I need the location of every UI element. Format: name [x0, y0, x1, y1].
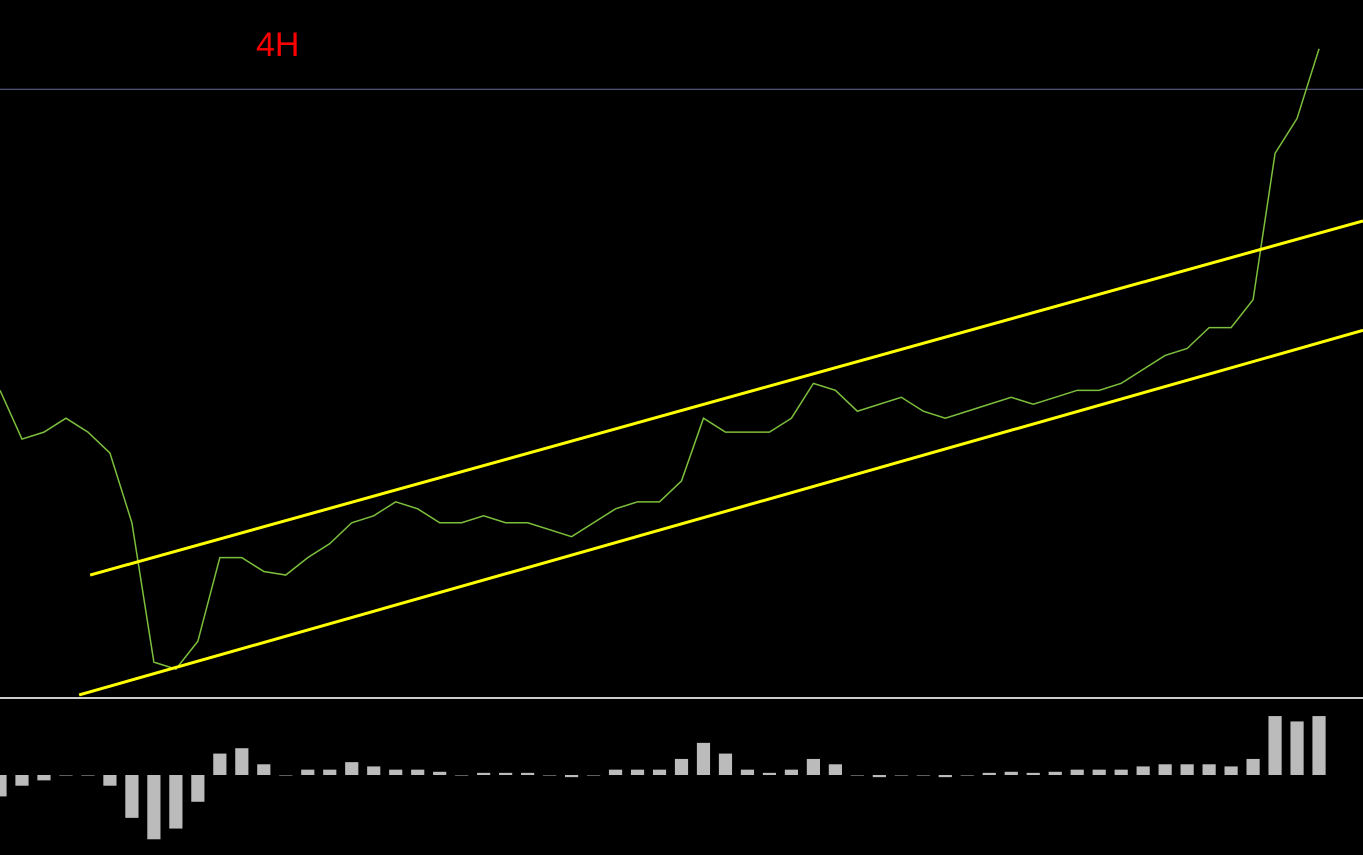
- histogram-bar: [103, 775, 117, 786]
- timeframe-label: 4H: [256, 26, 299, 64]
- channel-line: [78, 328, 1363, 697]
- channel-line: [89, 219, 1363, 577]
- histogram-bar: [411, 769, 425, 775]
- histogram-bar: [213, 753, 227, 775]
- histogram-bar: [916, 775, 930, 776]
- histogram-bar: [1048, 771, 1062, 775]
- histogram-bar: [740, 769, 755, 775]
- histogram-bar: [960, 775, 974, 776]
- histogram-bar: [564, 775, 579, 778]
- histogram-bar: [81, 775, 95, 776]
- histogram-bar: [367, 766, 381, 775]
- histogram-bar: [301, 769, 315, 775]
- histogram-bar: [586, 775, 601, 776]
- histogram-bar: [37, 775, 51, 781]
- histogram-bar: [0, 775, 7, 797]
- histogram-bar: [191, 775, 205, 802]
- histogram-bar: [521, 772, 535, 775]
- histogram-bar: [938, 775, 952, 778]
- histogram-bar: [1246, 758, 1260, 775]
- histogram-bar: [543, 775, 557, 776]
- histogram-bar: [1004, 771, 1018, 775]
- histogram-bar: [1114, 769, 1128, 775]
- histogram-bar: [499, 772, 513, 775]
- histogram-bar: [323, 769, 337, 775]
- histogram-bar: [652, 769, 667, 775]
- histogram-bar: [718, 753, 733, 775]
- histogram-bar: [784, 769, 799, 775]
- histogram-bar: [674, 758, 689, 775]
- histogram-bar: [1136, 766, 1150, 775]
- histogram-bar: [279, 775, 293, 776]
- histogram-bar: [762, 772, 777, 775]
- price-line: [0, 48, 1320, 670]
- histogram-bar: [608, 769, 623, 775]
- histogram-bar: [850, 775, 864, 776]
- histogram-bar: [389, 769, 403, 775]
- histogram-bar: [872, 775, 886, 778]
- histogram-bar: [828, 764, 842, 775]
- histogram-bar: [1180, 764, 1194, 775]
- histogram-bar: [257, 764, 271, 775]
- histogram-bar: [147, 775, 161, 840]
- histogram-bar: [1026, 772, 1040, 775]
- histogram-bar: [477, 772, 491, 775]
- histogram-bar: [894, 775, 908, 776]
- histogram-bar: [630, 769, 645, 775]
- histogram-bar: [345, 762, 359, 775]
- histogram-bar: [15, 775, 29, 786]
- histogram-bar: [1202, 764, 1216, 775]
- histogram-bar: [696, 742, 711, 775]
- histogram-bar: [169, 775, 183, 829]
- histogram-bar: [806, 758, 820, 775]
- histogram-bar: [1092, 769, 1106, 775]
- histogram-bar: [455, 775, 469, 776]
- histogram-bar: [1070, 769, 1084, 775]
- histogram-bar: [1224, 766, 1238, 775]
- histogram-bar: [59, 775, 73, 776]
- histogram-bar: [982, 772, 996, 775]
- histogram-bar: [1268, 716, 1282, 775]
- histogram-bar: [235, 748, 249, 775]
- histogram-bar: [1290, 721, 1304, 775]
- histogram-bar: [1312, 716, 1326, 775]
- histogram-bar: [125, 775, 139, 818]
- histogram-bar: [1158, 764, 1172, 775]
- histogram-bar: [433, 771, 447, 775]
